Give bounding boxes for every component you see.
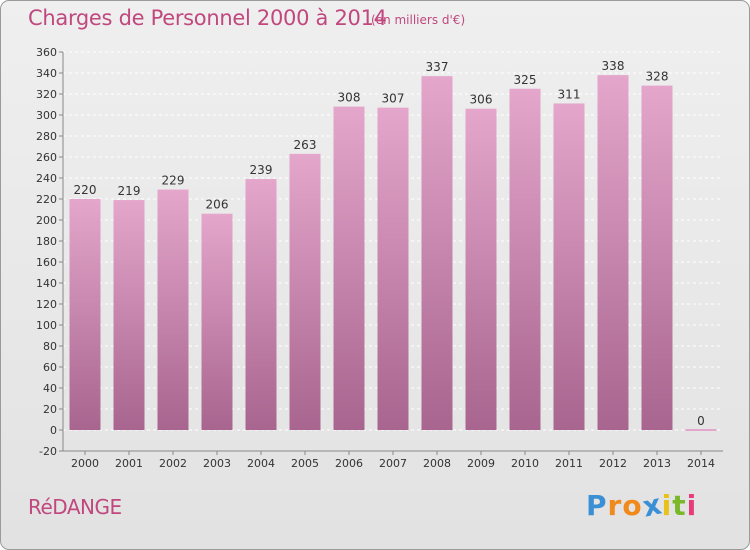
- y-tick-label: 80: [43, 340, 57, 353]
- logo-letter: r: [607, 489, 623, 522]
- x-tick-label: 2013: [643, 457, 671, 470]
- proxiti-logo: Proxiti: [586, 487, 698, 523]
- value-label: 307: [382, 92, 405, 106]
- value-label: 325: [514, 73, 537, 87]
- bar: [597, 75, 629, 430]
- bar: [69, 199, 101, 430]
- y-tick-label: 20: [43, 403, 57, 416]
- value-label: 308: [338, 91, 361, 105]
- bar: [289, 153, 321, 430]
- y-tick-label: 60: [43, 361, 57, 374]
- y-tick-label: 360: [36, 46, 57, 59]
- x-tick-label: 2001: [115, 457, 143, 470]
- x-tick-label: 2003: [203, 457, 231, 470]
- logo-letter: i: [661, 489, 673, 522]
- y-tick-label: 120: [36, 298, 57, 311]
- bar: [421, 76, 453, 431]
- value-label: 263: [294, 138, 317, 152]
- x-tick-label: 2000: [71, 457, 99, 470]
- y-tick-label: 200: [36, 214, 57, 227]
- value-label: 0: [697, 414, 705, 428]
- y-tick-label: 220: [36, 193, 57, 206]
- value-label: 239: [250, 163, 273, 177]
- y-tick-label: 300: [36, 109, 57, 122]
- bar: [157, 189, 189, 430]
- axes: [59, 51, 723, 455]
- bar: [553, 103, 585, 430]
- y-tick-label: 240: [36, 172, 57, 185]
- x-tick-label: 2008: [423, 457, 451, 470]
- x-tick-label: 2009: [467, 457, 495, 470]
- y-tick-label: 160: [36, 256, 57, 269]
- chart-title: Charges de Personnel 2000 à 2014: [28, 6, 387, 30]
- bar: [377, 107, 409, 431]
- logo-letter: o: [622, 489, 643, 522]
- value-label: 337: [426, 60, 449, 74]
- y-tick-label: 280: [36, 130, 57, 143]
- x-tick-label: 2012: [599, 457, 627, 470]
- logo-letter: t: [672, 489, 687, 522]
- bar: [113, 200, 145, 430]
- logo-letter: i: [686, 489, 698, 522]
- x-tick-label: 2011: [555, 457, 583, 470]
- bars: [69, 75, 717, 431]
- y-tick-label: 320: [36, 88, 57, 101]
- bar: [641, 85, 673, 430]
- bar: [201, 213, 233, 430]
- chart-unit: (en milliers d'€): [371, 13, 466, 27]
- x-tick-label: 2010: [511, 457, 539, 470]
- x-tick-label: 2004: [247, 457, 275, 470]
- value-label: 338: [602, 59, 625, 73]
- y-tick-label: 260: [36, 151, 57, 164]
- commune-name: RéDANGE: [28, 495, 122, 519]
- bar: [245, 179, 277, 430]
- value-label: 219: [118, 184, 141, 198]
- value-label: 328: [646, 70, 669, 84]
- y-tick-label: 340: [36, 67, 57, 80]
- value-label: 206: [206, 198, 229, 212]
- y-tick-label: 0: [50, 424, 57, 437]
- value-label: 311: [558, 87, 581, 101]
- x-tick-label: 2002: [159, 457, 187, 470]
- value-label: 306: [470, 93, 493, 107]
- x-tick-label: 2014: [687, 457, 715, 470]
- bar: [509, 88, 541, 430]
- logo-letter: P: [586, 489, 608, 522]
- bar: [465, 108, 497, 430]
- x-tick-label: 2007: [379, 457, 407, 470]
- labels: -20 0 20 40 60 80 100 120 140 160 180 200 220 240 260 2…: [36, 46, 715, 470]
- x-tick-label: 2006: [335, 457, 363, 470]
- x-tick-label: 2005: [291, 457, 319, 470]
- y-tick-label: 100: [36, 319, 57, 332]
- value-label: 229: [162, 174, 185, 188]
- value-label: 220: [74, 183, 97, 197]
- y-tick-label: 40: [43, 382, 57, 395]
- y-tick-label: 180: [36, 235, 57, 248]
- y-tick-label: -20: [39, 445, 57, 458]
- bar: [333, 106, 365, 430]
- y-tick-label: 140: [36, 277, 57, 290]
